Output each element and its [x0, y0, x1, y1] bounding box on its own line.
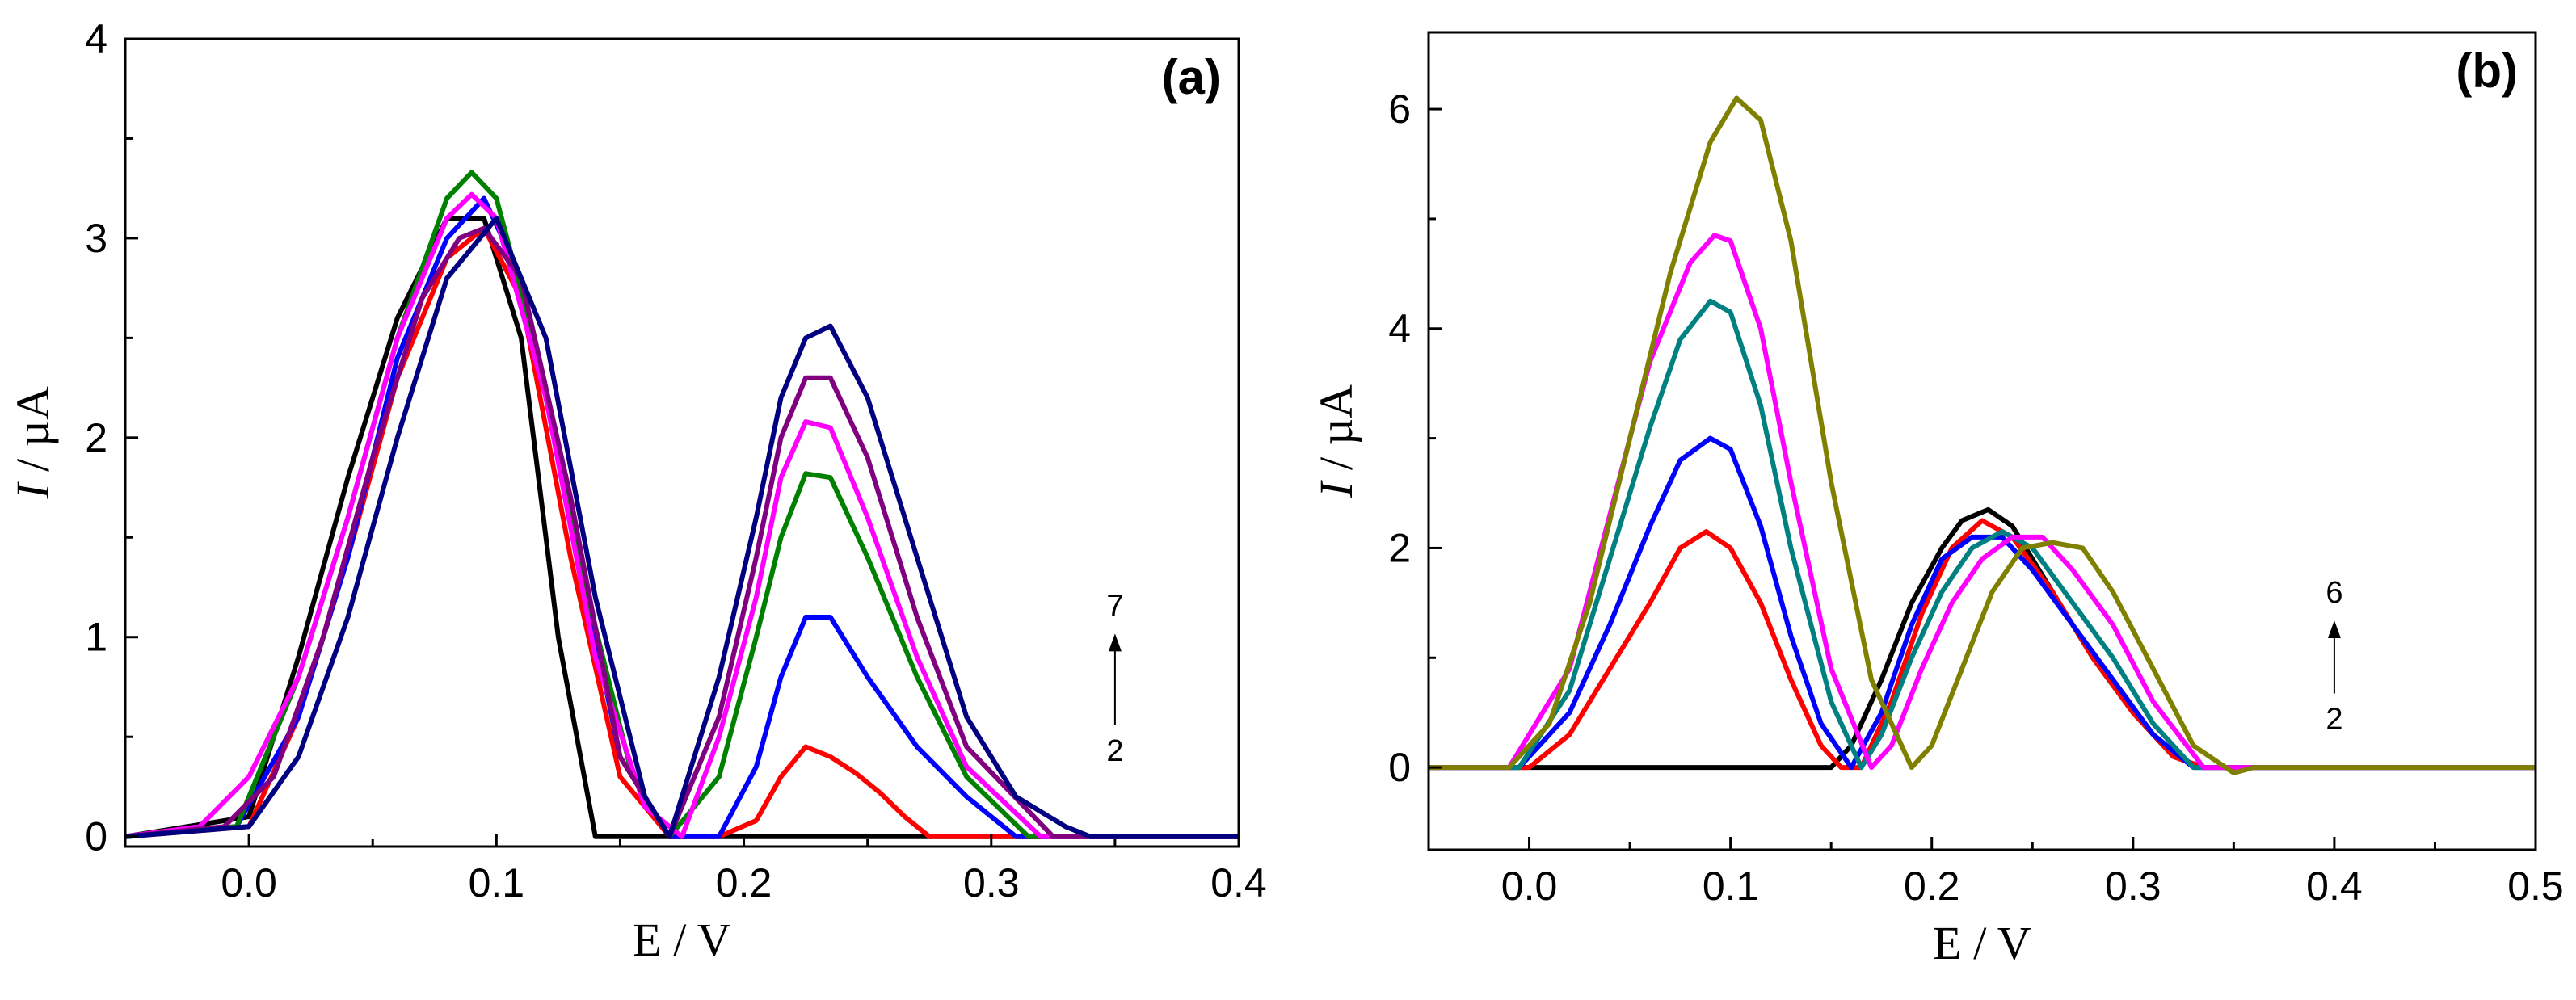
series-line-4: [1429, 298, 2536, 771]
x-tick-label: 0.4: [1210, 860, 1267, 905]
y-axis-label-symbol: I: [6, 481, 59, 500]
y-axis-label: I / µA: [6, 386, 59, 500]
series-line-6: [125, 225, 1239, 839]
x-tick-label: 0.0: [221, 860, 277, 905]
y-tick-label: 0: [1388, 745, 1411, 790]
series-line-2: [125, 225, 1239, 839]
plot-frame: [124, 37, 1240, 848]
series-line-1: [125, 216, 1239, 839]
series-group: [1429, 95, 2536, 775]
series-line-4: [125, 170, 1239, 839]
y-tick-label: 0: [85, 814, 107, 859]
y-tick-label: 4: [1388, 306, 1411, 351]
series-group: [125, 170, 1239, 839]
y-axis-label-unit: / µA: [1310, 384, 1362, 482]
arrow-head-icon: [1108, 633, 1122, 652]
series-line-5: [1429, 233, 2536, 771]
y-axis-label: I / µA: [1310, 384, 1362, 498]
series-line-3: [125, 195, 1239, 839]
y-axis-label-symbol: I: [1310, 480, 1362, 498]
y-tick-label: 4: [85, 16, 107, 61]
panel-b: 0.0 0.1 0.2 0.3 0.4 0.5 0 2 4 6 E / V I / µA (b) 6 2: [1310, 31, 2564, 969]
x-tick-label: 0.3: [2105, 863, 2161, 909]
x-axis-label: E / V: [633, 914, 730, 966]
panel-label: (b): [2456, 44, 2518, 98]
arrow-label-bottom: 2: [2326, 703, 2342, 737]
x-tick-label: 0.2: [1904, 863, 1960, 909]
arrow-label-top: 6: [2326, 576, 2342, 610]
arrow-label-bottom: 2: [1106, 734, 1123, 768]
y-tick-label: 2: [85, 415, 107, 460]
x-tick-label: 0.1: [469, 860, 525, 905]
series-line-5: [125, 191, 1239, 839]
x-tick-label: 0.3: [963, 860, 1020, 905]
panel-a: 0.0 0.1 0.2 0.3 0.4 0 1 2 3 4 E / V I / µA (a) 7 2: [6, 16, 1267, 966]
x-tick-label: 0.2: [716, 860, 772, 905]
series-line-6: [1429, 95, 2536, 775]
y-tick-label: 1: [85, 615, 107, 660]
y-axis-label-unit: / µA: [6, 386, 59, 484]
panel-label: (a): [1162, 50, 1221, 104]
arrow-label-top: 7: [1106, 589, 1123, 623]
series-line-7: [125, 216, 1239, 839]
x-tick-label: 0.1: [1703, 863, 1759, 909]
y-tick-label: 2: [1388, 525, 1411, 570]
series-line-1: [1429, 506, 2536, 771]
x-tick-label: 0.5: [2507, 863, 2564, 909]
arrow-head-icon: [2327, 620, 2341, 638]
y-tick-label: 3: [85, 216, 107, 261]
series-line-3: [1429, 435, 2536, 771]
y-tick-label: 6: [1388, 86, 1411, 132]
x-tick-label: 0.4: [2306, 863, 2363, 909]
x-tick-label: 0.0: [1501, 863, 1558, 909]
plot-frame: [1427, 31, 2537, 851]
x-axis-label: E / V: [1933, 917, 2031, 969]
